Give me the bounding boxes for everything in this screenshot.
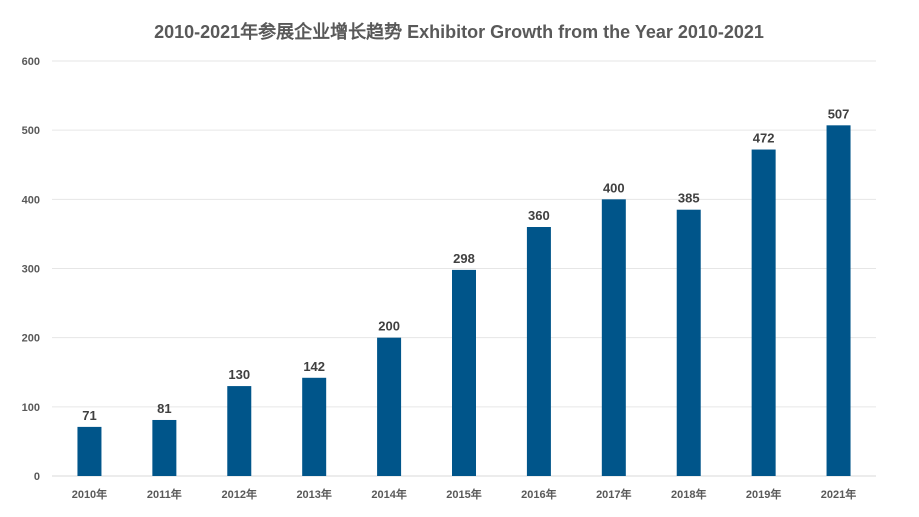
- data-label: 298: [453, 251, 475, 266]
- bar: [152, 419, 177, 476]
- data-label: 81: [157, 401, 171, 416]
- data-label: 200: [378, 319, 400, 334]
- bar: [601, 199, 626, 477]
- y-tick-label: 500: [22, 125, 40, 137]
- bar: [77, 426, 102, 476]
- data-labels: 71 81 130 142 200 298 360 400 385 472 507: [82, 106, 849, 423]
- x-tick-label: 2015年: [446, 487, 481, 501]
- x-tick-label: 2012年: [222, 487, 257, 501]
- y-tick-label: 600: [22, 56, 40, 68]
- x-tick-label: 2013年: [296, 487, 331, 501]
- data-label: 507: [828, 106, 850, 121]
- y-tick-label: 200: [22, 333, 40, 345]
- bars: [77, 125, 851, 477]
- data-label: 400: [603, 180, 625, 195]
- data-label: 360: [528, 208, 550, 223]
- x-tick-label: 2018年: [671, 487, 706, 501]
- bar: [302, 377, 327, 476]
- y-tick-label: 100: [22, 402, 40, 414]
- bar: [227, 386, 252, 476]
- y-tick-label: 0: [34, 471, 40, 483]
- data-label: 142: [303, 359, 325, 374]
- bar: [377, 337, 402, 476]
- data-label: 385: [678, 191, 700, 206]
- chart-title: 2010-2021年参展企业增长趋势 Exhibitor Growth from…: [154, 21, 764, 42]
- data-label: 472: [753, 131, 775, 146]
- x-tick-label: 2019年: [746, 487, 781, 501]
- bar: [526, 227, 551, 476]
- bar: [826, 125, 851, 476]
- x-tick-label: 2010年: [72, 487, 107, 501]
- y-tick-label: 400: [22, 194, 40, 206]
- bar: [751, 149, 776, 477]
- y-axis-ticks: 0 100 200 300 400 500 600: [22, 56, 40, 483]
- x-tick-label: 2016年: [521, 487, 556, 501]
- x-tick-label: 2014年: [371, 487, 406, 501]
- data-label: 130: [228, 367, 250, 382]
- x-tick-label: 2017年: [596, 487, 631, 501]
- data-label: 71: [82, 408, 96, 423]
- x-tick-label: 2011年: [147, 487, 182, 501]
- x-tick-label: 2021年: [821, 487, 856, 501]
- bar: [676, 209, 701, 477]
- bar: [452, 269, 476, 476]
- y-tick-label: 300: [22, 264, 40, 276]
- x-axis-ticks: 2010年 2011年 2012年 2013年 2014年 2015年 2016年 2017年…: [72, 487, 857, 501]
